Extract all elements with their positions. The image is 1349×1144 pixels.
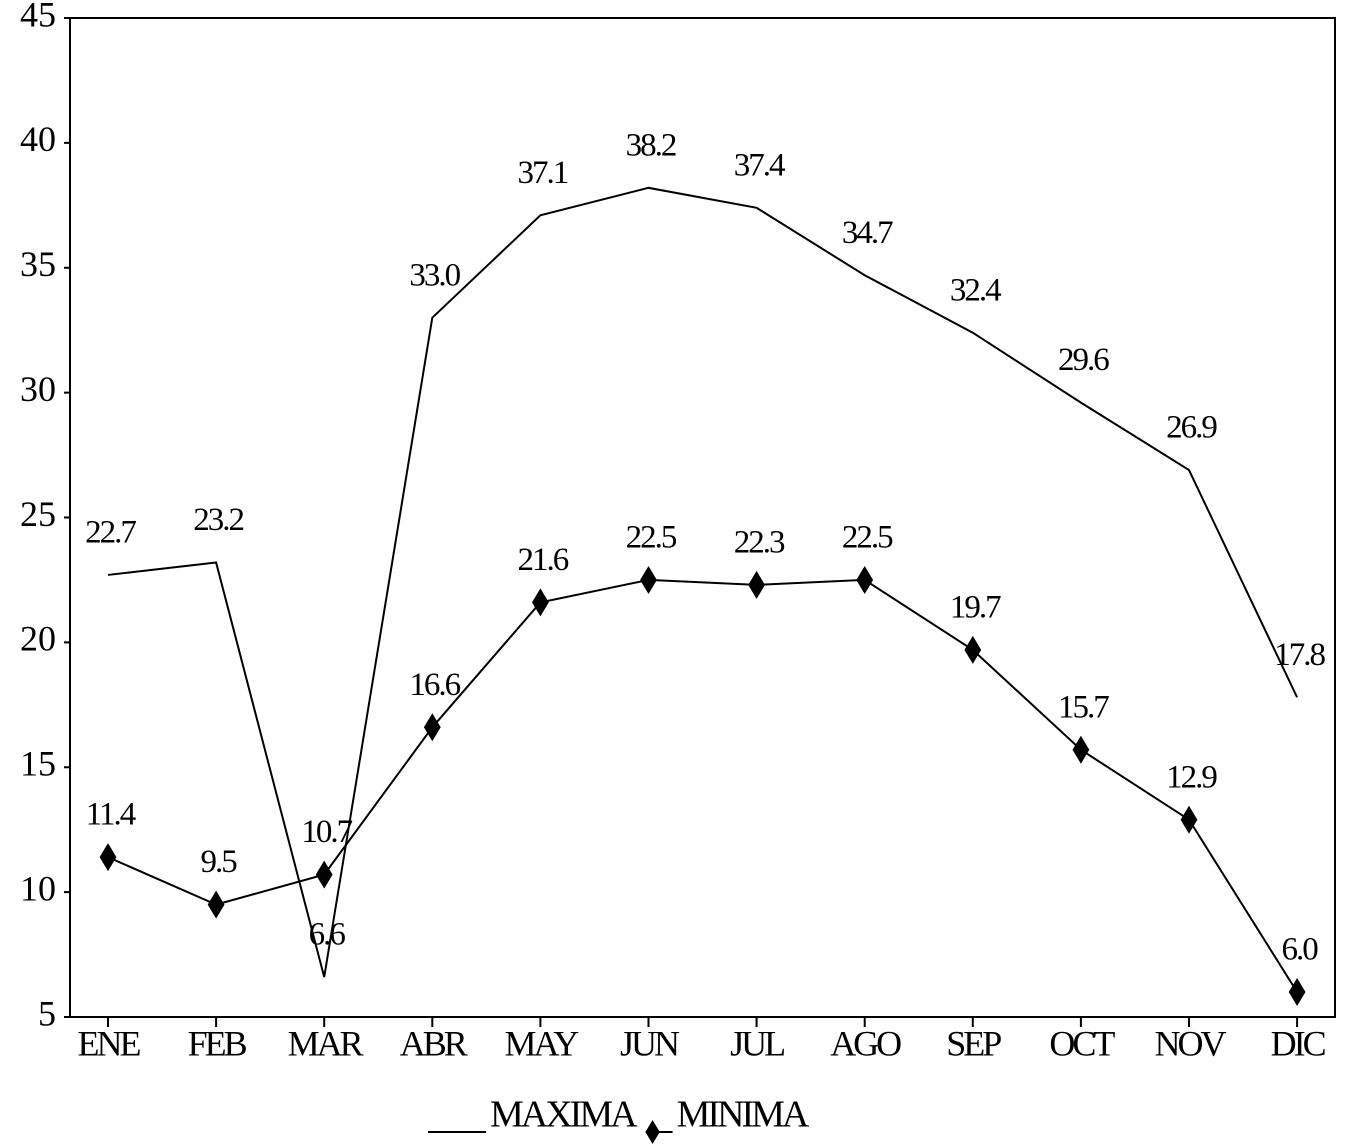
point-marker bbox=[1288, 978, 1306, 1007]
x-tick-label: MAY bbox=[505, 1023, 580, 1063]
legend-label: MINIMA bbox=[677, 1094, 810, 1136]
value-label: 23.2 bbox=[193, 502, 243, 538]
x-tick-label: MAR bbox=[288, 1023, 364, 1063]
point-marker bbox=[1072, 735, 1090, 764]
point-marker bbox=[99, 843, 117, 872]
value-label: 37.4 bbox=[734, 147, 785, 183]
legend-label: MAXIMA bbox=[490, 1094, 638, 1136]
value-label: 38.2 bbox=[626, 127, 676, 163]
y-tick-label: 30 bbox=[20, 369, 56, 409]
value-label: 21.6 bbox=[518, 542, 569, 578]
y-tick-label: 5 bbox=[38, 993, 56, 1033]
x-tick-label: DIC bbox=[1271, 1023, 1326, 1063]
x-tick-label: OCT bbox=[1049, 1023, 1115, 1063]
y-tick-label: 25 bbox=[20, 494, 56, 534]
value-label: 12.9 bbox=[1166, 759, 1217, 795]
series-line bbox=[107, 186, 1299, 978]
point-marker bbox=[856, 565, 874, 594]
value-label: 22.3 bbox=[734, 525, 785, 561]
value-label: 32.4 bbox=[950, 272, 1001, 308]
value-label: 22.5 bbox=[626, 520, 677, 556]
legend: MAXIMA MINIMA bbox=[428, 1094, 813, 1144]
point-marker bbox=[207, 890, 225, 919]
x-tick-label: ABR bbox=[400, 1023, 468, 1063]
value-label: 26.9 bbox=[1166, 410, 1217, 446]
x-tick-label: SEP bbox=[946, 1023, 1001, 1063]
value-label: 33.0 bbox=[409, 257, 460, 293]
value-label: 19.7 bbox=[950, 589, 1001, 625]
x-tick-label: ENE bbox=[78, 1023, 141, 1063]
plot-frame bbox=[69, 17, 1336, 1018]
value-label: 17.8 bbox=[1274, 637, 1325, 673]
value-label: 11.4 bbox=[86, 797, 136, 833]
y-tick-label: 40 bbox=[20, 119, 56, 159]
value-label: 29.6 bbox=[1058, 342, 1109, 378]
x-tick-label: NOV bbox=[1155, 1023, 1227, 1063]
point-marker bbox=[1180, 805, 1198, 834]
value-label: 22.7 bbox=[85, 515, 136, 551]
y-tick-label: 45 bbox=[20, 0, 56, 34]
x-tick-label: FEB bbox=[188, 1023, 247, 1063]
point-marker bbox=[964, 635, 982, 664]
value-label: 6.6 bbox=[309, 917, 346, 953]
point-marker bbox=[315, 860, 333, 889]
y-tick-label: 15 bbox=[20, 744, 56, 784]
y-tick-label: 35 bbox=[20, 244, 56, 284]
point-marker bbox=[640, 565, 657, 594]
value-label: 15.7 bbox=[1058, 689, 1109, 725]
value-label: 10.7 bbox=[301, 814, 352, 850]
x-tick-label: JUN bbox=[620, 1023, 680, 1063]
value-label: 34.7 bbox=[842, 215, 893, 251]
x-tick-label: JUL bbox=[730, 1023, 784, 1063]
value-label: 6.0 bbox=[1281, 932, 1318, 968]
y-tick-label: 10 bbox=[20, 868, 56, 908]
point-marker bbox=[532, 588, 549, 617]
x-tick-label: AGO bbox=[830, 1023, 901, 1063]
y-tick-label: 20 bbox=[20, 619, 56, 659]
value-label: 37.1 bbox=[518, 155, 568, 191]
series-line bbox=[107, 578, 1298, 993]
value-label: 22.5 bbox=[842, 520, 893, 556]
point-marker bbox=[423, 713, 441, 742]
point-marker bbox=[748, 570, 765, 599]
value-label: 16.6 bbox=[409, 667, 460, 703]
value-label: 9.5 bbox=[200, 844, 237, 880]
